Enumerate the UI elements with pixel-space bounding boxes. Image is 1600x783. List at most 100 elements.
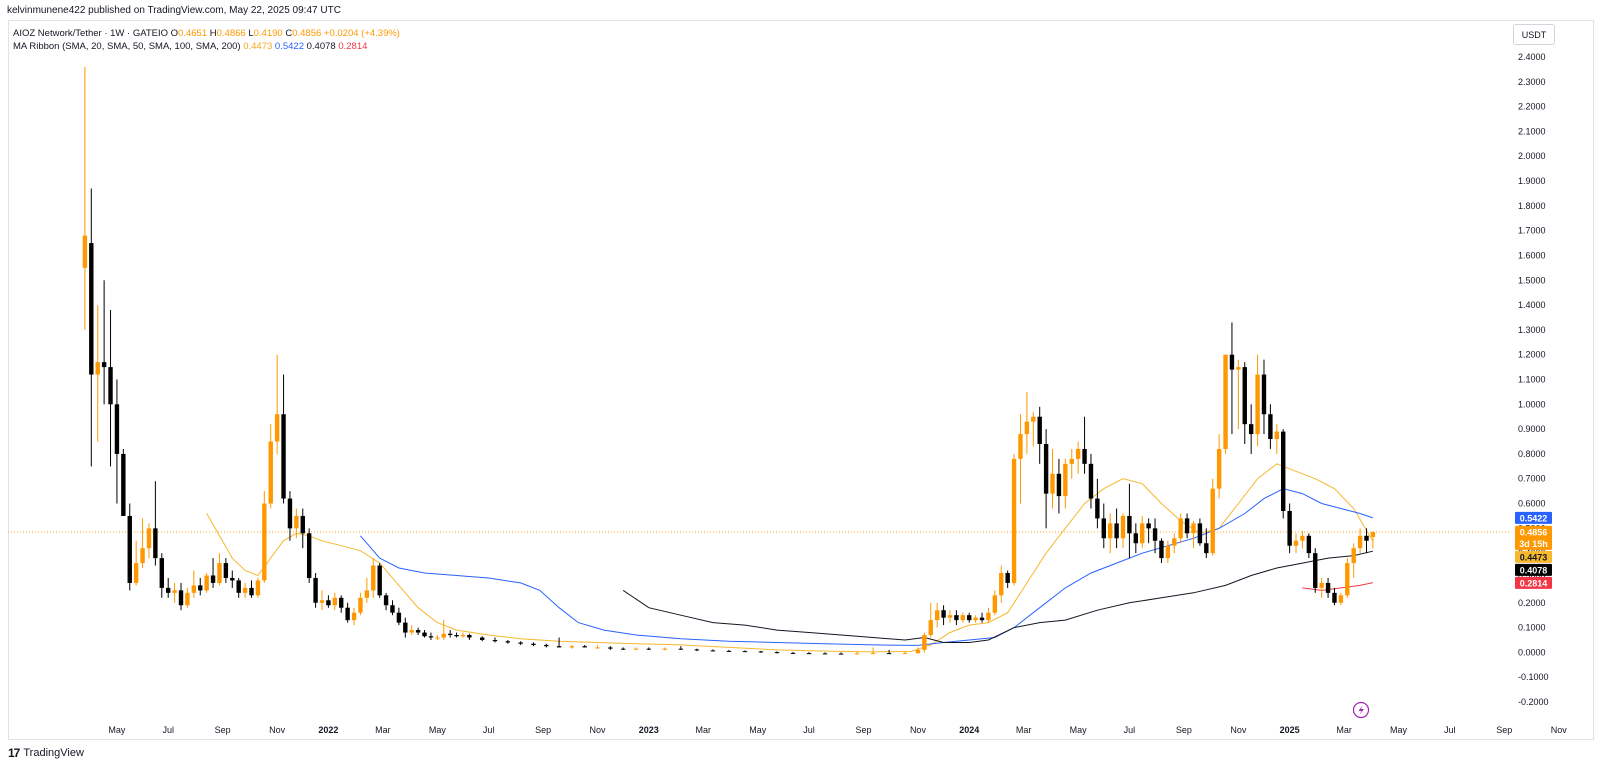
- candle-body: [694, 649, 700, 651]
- candle-body: [319, 600, 325, 603]
- candle: [1146, 518, 1151, 544]
- candle: [1056, 458, 1062, 514]
- x-tick-label: 2022: [318, 725, 338, 735]
- x-tick-label: Jul: [1444, 725, 1456, 735]
- y-tick-label: 2.0000: [1518, 151, 1546, 161]
- candle-body: [95, 362, 100, 375]
- candle: [255, 577, 261, 598]
- candle-body: [255, 580, 261, 596]
- y-tick-label: 0.1000: [1518, 623, 1546, 633]
- candle-body: [409, 630, 414, 633]
- candle-body: [1088, 463, 1094, 499]
- lightning-icon[interactable]: [1352, 701, 1370, 719]
- candle: [377, 563, 382, 598]
- candle: [390, 600, 395, 616]
- candle-body: [287, 498, 293, 529]
- candle: [967, 612, 972, 623]
- candle-body: [230, 577, 235, 581]
- candle: [1216, 434, 1222, 499]
- candle: [986, 607, 991, 623]
- price-badge-value: 0.2814: [1520, 578, 1548, 588]
- candle-body: [505, 641, 511, 643]
- candle: [274, 354, 280, 454]
- candle: [159, 553, 164, 598]
- candle-body: [774, 652, 780, 654]
- candle: [595, 644, 600, 649]
- candle: [662, 647, 668, 651]
- price-badges: 0.5422 0.4856 3d 15h 0.4473 0.4078 0.2814: [1515, 511, 1552, 589]
- candle-body: [1120, 515, 1126, 539]
- candle-body: [1210, 488, 1215, 554]
- candle: [1088, 453, 1094, 509]
- candle-body: [313, 577, 318, 603]
- x-tick-label: Nov: [910, 725, 927, 735]
- x-tick-label: May: [1390, 725, 1408, 735]
- candle-body: [460, 635, 466, 637]
- y-tick-label: -0.1000: [1518, 672, 1549, 682]
- x-tick-label: Sep: [1496, 725, 1512, 735]
- candle: [1204, 528, 1209, 559]
- candle: [1274, 424, 1279, 454]
- candle-body: [1127, 515, 1132, 534]
- candle-body: [262, 503, 267, 581]
- candle: [758, 650, 764, 653]
- candle-body: [1351, 548, 1356, 564]
- candle: [1325, 577, 1331, 598]
- price-badge-bg: [1515, 511, 1552, 524]
- chart-frame: [8, 20, 1594, 740]
- candle: [1133, 523, 1139, 554]
- candle: [454, 632, 459, 638]
- candle: [332, 592, 338, 611]
- x-tick-label: May: [749, 725, 767, 735]
- candle-body: [364, 590, 370, 598]
- symbol-name[interactable]: AIOZ Network/Tether · 1W · GATEIO: [13, 28, 169, 39]
- candle-body: [1204, 543, 1209, 554]
- candle: [153, 481, 158, 566]
- candle: [217, 553, 222, 586]
- chart-legend: AIOZ Network/Tether · 1W · GATEIO O0.465…: [13, 27, 400, 53]
- candle-body: [1152, 528, 1158, 541]
- candle: [774, 651, 780, 654]
- candle: [922, 632, 927, 653]
- candle: [934, 602, 940, 628]
- x-tick-label: Sep: [535, 725, 551, 735]
- y-tick-label: 2.3000: [1518, 77, 1546, 87]
- candle: [287, 491, 293, 541]
- candle-body: [345, 607, 350, 621]
- candle-body: [441, 633, 446, 638]
- candle: [140, 518, 145, 569]
- candle: [467, 633, 472, 640]
- candle-body: [1146, 523, 1151, 529]
- candle: [383, 592, 389, 611]
- candle: [358, 592, 363, 616]
- candle: [870, 647, 876, 655]
- candle-body: [1319, 582, 1324, 588]
- candle-body: [1050, 473, 1055, 494]
- indicator-name[interactable]: MA Ribbon (SMA, 20, SMA, 50, SMA, 100, S…: [13, 41, 241, 52]
- candle-body: [204, 575, 209, 591]
- candle: [1184, 513, 1190, 539]
- candle-body: [1325, 582, 1331, 593]
- candle: [262, 491, 267, 583]
- candle: [371, 558, 376, 598]
- candle: [114, 379, 120, 504]
- price-badge-bg: [1515, 550, 1552, 563]
- candle-body: [662, 648, 668, 650]
- candle: [1313, 548, 1318, 593]
- x-tick-label: Mar: [1016, 725, 1032, 735]
- candle-body: [1107, 523, 1113, 539]
- candle-body: [114, 404, 120, 454]
- candle-body: [1024, 421, 1030, 435]
- candle: [185, 587, 190, 608]
- candle-body: [242, 587, 248, 593]
- currency-button[interactable]: USDT: [1513, 24, 1555, 45]
- y-tick-label: 2.1000: [1518, 126, 1546, 136]
- candle-body: [1069, 458, 1074, 464]
- candle: [886, 649, 892, 655]
- candle: [1242, 362, 1247, 444]
- candle: [1069, 448, 1074, 479]
- candle-body: [121, 453, 126, 516]
- candle: [999, 565, 1004, 603]
- candle: [1345, 558, 1350, 598]
